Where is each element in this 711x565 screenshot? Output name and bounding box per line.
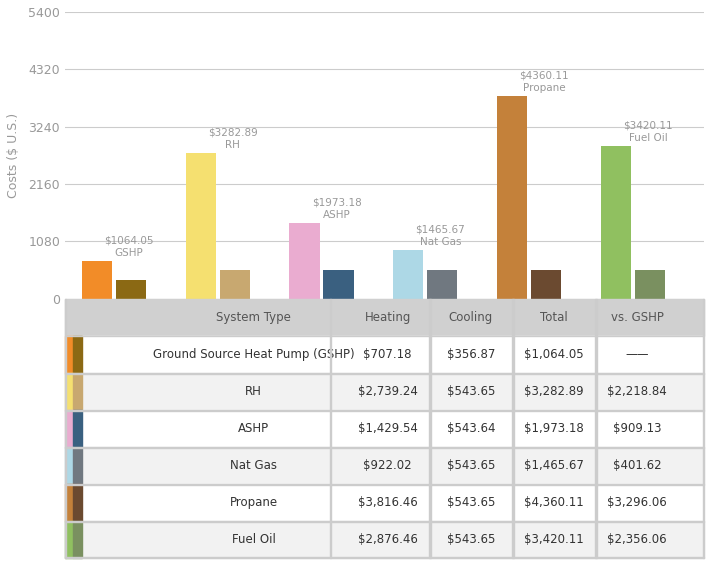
Text: $4,360.11: $4,360.11 xyxy=(524,496,584,509)
Text: $2,876.46: $2,876.46 xyxy=(358,533,417,546)
Bar xyxy=(65,521,73,558)
Text: Heating: Heating xyxy=(365,311,411,324)
Bar xyxy=(65,410,704,447)
Text: $3,296.06: $3,296.06 xyxy=(607,496,667,509)
Bar xyxy=(73,447,82,484)
Bar xyxy=(393,250,423,299)
Text: $3,282.89: $3,282.89 xyxy=(524,385,584,398)
Bar xyxy=(73,336,82,373)
Bar xyxy=(65,484,73,521)
Text: $3420.11
Fuel Oil: $3420.11 Fuel Oil xyxy=(624,120,673,143)
Bar xyxy=(65,373,704,410)
Text: vs. GSHP: vs. GSHP xyxy=(611,311,663,324)
Bar xyxy=(65,410,73,447)
Text: $1,429.54: $1,429.54 xyxy=(358,422,417,435)
Text: $1,064.05: $1,064.05 xyxy=(524,347,584,360)
Bar xyxy=(73,484,82,521)
Bar xyxy=(65,336,73,373)
Bar xyxy=(635,270,665,299)
Bar xyxy=(531,270,562,299)
Text: $3,420.11: $3,420.11 xyxy=(524,533,584,546)
Bar xyxy=(65,447,704,484)
Bar xyxy=(65,336,704,373)
Text: $2,218.84: $2,218.84 xyxy=(607,385,667,398)
Bar xyxy=(65,484,704,485)
Bar xyxy=(65,299,704,336)
Text: Nat Gas: Nat Gas xyxy=(230,459,277,472)
Bar xyxy=(65,336,704,337)
Text: $543.65: $543.65 xyxy=(447,533,495,546)
Bar xyxy=(595,299,597,558)
Text: $543.65: $543.65 xyxy=(447,385,495,398)
Bar xyxy=(73,373,82,410)
Text: $543.65: $543.65 xyxy=(447,459,495,472)
Bar xyxy=(65,373,73,410)
Text: $922.02: $922.02 xyxy=(363,459,412,472)
Text: Propane: Propane xyxy=(230,496,277,509)
Bar xyxy=(116,280,146,299)
Bar xyxy=(429,299,431,558)
Text: $707.18: $707.18 xyxy=(363,347,412,360)
Bar xyxy=(65,447,73,484)
Text: Cooling: Cooling xyxy=(449,311,493,324)
Text: $1064.05
GSHP: $1064.05 GSHP xyxy=(104,236,154,258)
Bar xyxy=(324,270,353,299)
Text: $2,356.06: $2,356.06 xyxy=(607,533,667,546)
Text: System Type: System Type xyxy=(216,311,291,324)
Bar xyxy=(73,410,82,447)
Text: $1973.18
ASHP: $1973.18 ASHP xyxy=(311,197,361,220)
Text: $909.13: $909.13 xyxy=(613,422,661,435)
Bar xyxy=(65,557,704,558)
Text: $3,816.46: $3,816.46 xyxy=(358,496,417,509)
Text: $3282.89
RH: $3282.89 RH xyxy=(208,128,257,150)
Bar xyxy=(427,270,457,299)
Bar xyxy=(601,146,631,299)
Bar xyxy=(220,270,250,299)
Text: Ground Source Heat Pump (GSHP): Ground Source Heat Pump (GSHP) xyxy=(153,347,354,360)
Text: Total: Total xyxy=(540,311,568,324)
Text: $1,465.67: $1,465.67 xyxy=(524,459,584,472)
Text: $2,739.24: $2,739.24 xyxy=(358,385,417,398)
Text: Fuel Oil: Fuel Oil xyxy=(232,533,275,546)
Bar xyxy=(65,410,704,411)
Text: $401.62: $401.62 xyxy=(613,459,661,472)
Text: $543.65: $543.65 xyxy=(447,496,495,509)
Bar xyxy=(65,521,704,558)
Bar xyxy=(82,261,112,299)
Text: ——: —— xyxy=(625,347,648,360)
Bar xyxy=(702,299,704,558)
Bar xyxy=(497,96,528,299)
Y-axis label: Costs ($ U.S.): Costs ($ U.S.) xyxy=(7,113,20,198)
Bar xyxy=(65,299,66,558)
Text: $1,973.18: $1,973.18 xyxy=(524,422,584,435)
Text: RH: RH xyxy=(245,385,262,398)
Bar xyxy=(186,153,215,299)
Bar xyxy=(73,521,82,558)
Text: $1465.67
Nat Gas: $1465.67 Nat Gas xyxy=(415,224,465,247)
Text: $4360.11
Propane: $4360.11 Propane xyxy=(520,71,569,93)
Text: $543.64: $543.64 xyxy=(447,422,495,435)
Bar xyxy=(330,299,331,558)
Text: $356.87: $356.87 xyxy=(447,347,495,360)
Bar xyxy=(289,223,319,299)
Bar xyxy=(65,484,704,521)
Text: ASHP: ASHP xyxy=(238,422,269,435)
